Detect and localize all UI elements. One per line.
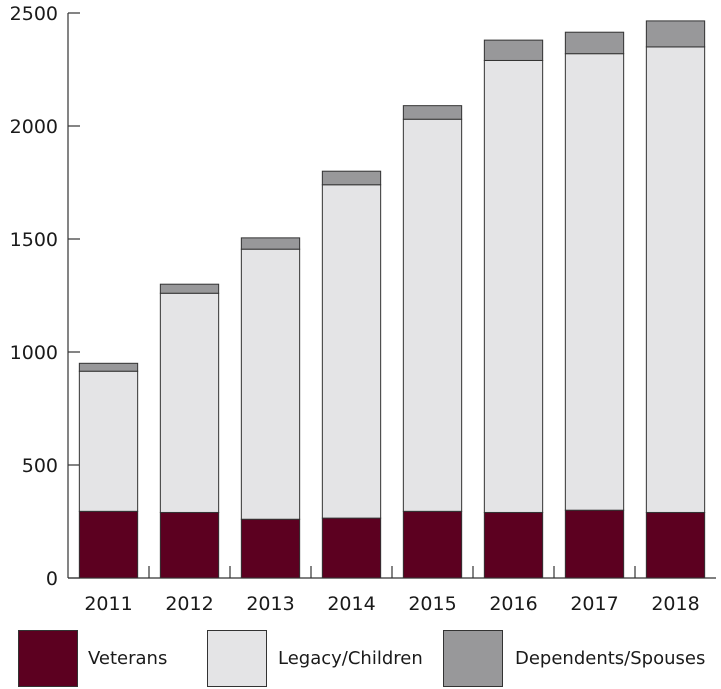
legend-label-dependents-spouses: Dependents/Spouses [515, 648, 706, 669]
bar-segment-veterans-2014 [321, 517, 382, 579]
bar-segment-dependents-spouses-2015 [402, 105, 463, 120]
bar-segment-legacy-children-2014 [321, 184, 382, 519]
bars [78, 20, 706, 579]
y-tick-label: 2000 [10, 116, 58, 138]
bar-segment-veterans-2016 [483, 511, 544, 579]
x-tick-label: 2018 [651, 593, 699, 615]
x-tick-label: 2015 [408, 593, 456, 615]
x-tick-label: 2013 [246, 593, 294, 615]
bar-segment-legacy-children-2012 [159, 292, 220, 513]
bar-segment-legacy-children-2013 [240, 248, 301, 520]
legend-swatch-dependents-spouses [443, 630, 503, 687]
bar-segment-dependents-spouses-2016 [483, 39, 544, 61]
bar-segment-dependents-spouses-2013 [240, 237, 301, 250]
bar-segment-legacy-children-2015 [402, 118, 463, 512]
bar-segment-legacy-children-2016 [483, 59, 544, 513]
bar-segment-dependents-spouses-2014 [321, 170, 382, 186]
x-tick-label: 2014 [327, 593, 375, 615]
y-tick-label: 1500 [10, 229, 58, 251]
bar-segment-veterans-2015 [402, 510, 463, 579]
legend-label-veterans: Veterans [88, 648, 168, 669]
bar-segment-legacy-children-2017 [564, 53, 625, 511]
legend: Veterans Legacy/Children Dependents/Spou… [0, 630, 721, 689]
bar-segment-veterans-2018 [645, 511, 706, 579]
bar-segment-dependents-spouses-2017 [564, 31, 625, 55]
legend-swatch-legacy-children [207, 630, 267, 687]
bar-segment-veterans-2011 [78, 510, 139, 579]
y-tick-label: 1000 [10, 342, 58, 364]
bar-segment-dependents-spouses-2011 [78, 362, 139, 372]
legend-swatch-veterans [18, 630, 78, 687]
bar-segment-legacy-children-2018 [645, 46, 706, 513]
bar-segment-veterans-2017 [564, 509, 625, 579]
y-tick-label: 0 [46, 568, 58, 590]
y-axis: 0 500 1000 1500 2000 2500 [10, 3, 80, 590]
bar-segment-veterans-2012 [159, 511, 220, 579]
legend-label-legacy-children: Legacy/Children [278, 648, 423, 669]
x-tick-label: 2012 [165, 593, 213, 615]
x-tick-label: 2017 [570, 593, 618, 615]
x-axis: 2011 2012 2013 2014 2015 2016 2017 2018 [68, 566, 716, 615]
y-tick-label: 2500 [10, 3, 58, 25]
x-tick-label: 2016 [489, 593, 537, 615]
bar-segment-veterans-2013 [240, 518, 301, 579]
bar-segment-legacy-children-2011 [78, 370, 139, 512]
x-tick-label: 2011 [84, 593, 132, 615]
y-tick-label: 500 [22, 455, 58, 477]
bar-segment-dependents-spouses-2018 [645, 20, 706, 48]
bar-segment-dependents-spouses-2012 [159, 283, 220, 294]
